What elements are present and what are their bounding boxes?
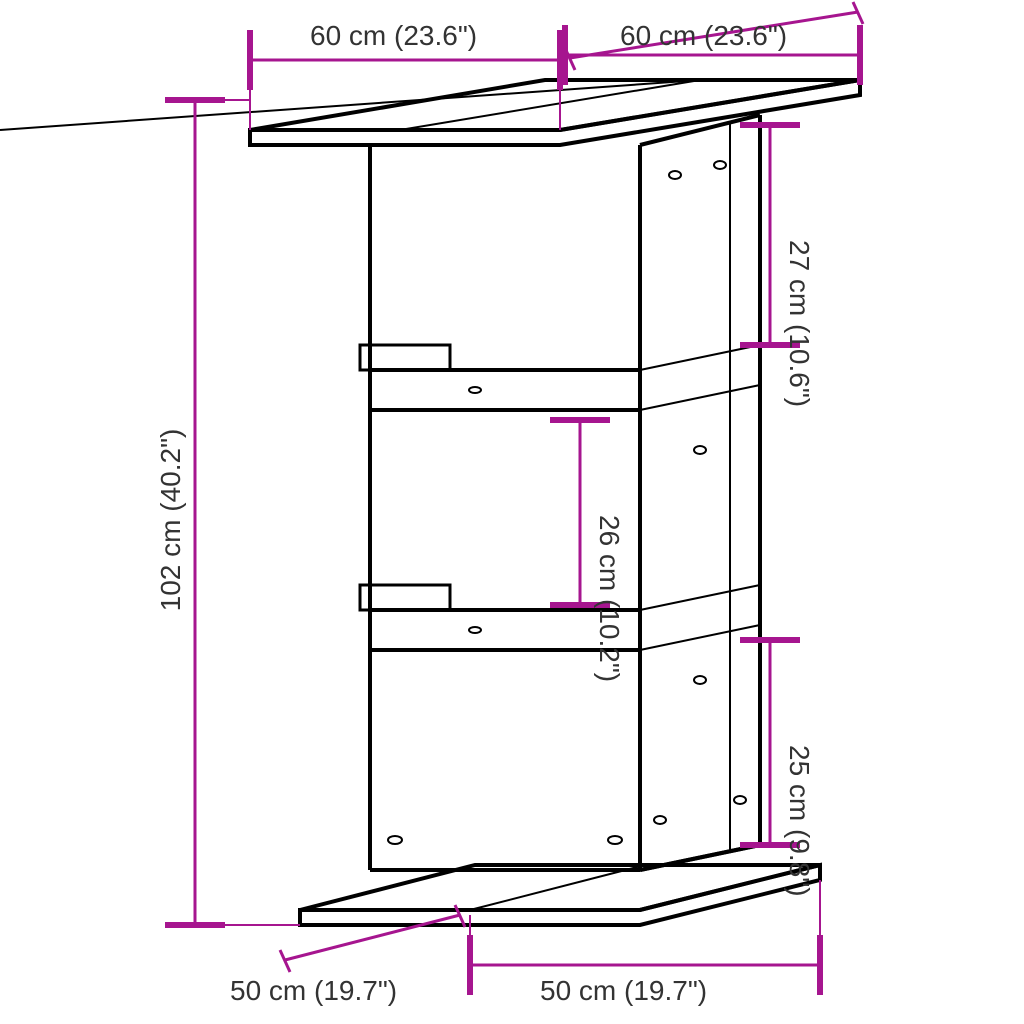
label-shelf3: 25 cm (9.8") — [784, 745, 815, 897]
label-shelf1: 27 cm (10.6") — [784, 240, 815, 407]
label-base-width: 50 cm (19.7") — [540, 975, 707, 1006]
dimension-diagram: 60 cm (23.6") 60 cm (23.6") 102 cm (40.2… — [0, 0, 1024, 1024]
base-plate — [300, 845, 820, 925]
column — [370, 115, 760, 870]
label-top-width: 60 cm (23.6") — [310, 20, 477, 51]
label-top-depth: 60 cm (23.6") — [620, 20, 787, 51]
shelves — [360, 345, 760, 650]
label-base-depth: 50 cm (19.7") — [230, 975, 397, 1006]
label-shelf2: 26 cm (10.2") — [594, 515, 625, 682]
holes — [388, 161, 746, 844]
label-height: 102 cm (40.2") — [155, 429, 186, 612]
